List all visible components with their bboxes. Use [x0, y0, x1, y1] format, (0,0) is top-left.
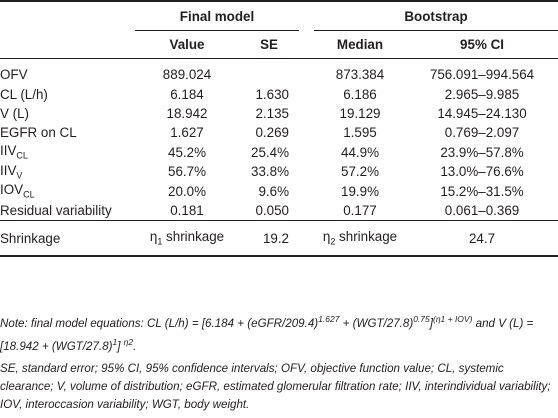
shrinkage-row: Shrinkage η1 shrinkage 19.2 η2 shrinkage…: [0, 220, 558, 258]
row-label: IIVV: [0, 162, 23, 181]
cell-ci: 756.091–994.564: [429, 67, 535, 83]
cell-value: 20.0%: [168, 183, 206, 199]
cell-median: 1.595: [343, 125, 377, 141]
cell-ci: 13.0%–76.6%: [440, 164, 524, 180]
cell-value: 889.024: [162, 67, 212, 83]
header-ci: 95% CI: [406, 30, 558, 59]
header-se: SE: [239, 30, 299, 59]
cell-median: 44.9%: [341, 144, 379, 160]
cell-ci: 0.061–0.369: [444, 202, 520, 218]
cell-median: 6.186: [343, 86, 377, 102]
results-table-container: Final model Bootstrap Value SE Median 95…: [0, 0, 558, 258]
row-label: CL (L/h): [0, 86, 48, 102]
header-final-model: Final model: [135, 0, 299, 31]
cell-median: 19.129: [339, 105, 381, 121]
header-group-row: Final model Bootstrap: [0, 0, 558, 31]
cell-se: 0.050: [255, 202, 289, 218]
table-row: EGFR on CL 1.627 0.269 1.595 0.769–2.097: [0, 123, 558, 142]
table-row: IIVCL 45.2% 25.4% 44.9% 23.9%–57.8%: [0, 143, 558, 162]
header-median: Median: [314, 30, 406, 59]
cell-median: 57.2%: [341, 164, 379, 180]
row-label: EGFR on CL: [0, 125, 77, 141]
header-bootstrap: Bootstrap: [314, 0, 558, 31]
cell-ci: 14.945–24.130: [437, 105, 527, 121]
cell-median: 873.384: [335, 67, 385, 83]
table-row: IOVCL 20.0% 9.6% 19.9% 15.2%–31.5%: [0, 181, 558, 200]
cell-se: 9.6%: [258, 183, 289, 199]
table-row: Residual variability 0.181 0.050 0.177 0…: [0, 201, 558, 221]
row-label: V (L): [0, 105, 30, 121]
eta2-shrinkage-label: η2 shrinkage: [314, 220, 406, 258]
cell-value: 0.181: [170, 202, 204, 218]
cell-ci: 2.965–9.985: [444, 86, 520, 102]
results-table: Final model Bootstrap Value SE Median 95…: [0, 0, 558, 258]
table-row: CL (L/h) 6.184 1.630 6.186 2.965–9.985: [0, 84, 558, 103]
abbreviations-note: SE, standard error; 95% CI, 95% confiden…: [0, 361, 551, 411]
cell-value: 18.942: [166, 105, 208, 121]
table-footnotes: Note: final model equations: CL (L/h) = …: [0, 310, 558, 418]
cell-se: [239, 59, 299, 85]
cell-median: 0.177: [343, 202, 377, 218]
header-column-row: Value SE Median 95% CI: [0, 30, 558, 59]
header-blank: [0, 30, 135, 59]
header-gap-2: [299, 30, 314, 59]
table-row: V (L) 18.942 2.135 19.129 14.945–24.130: [0, 104, 558, 123]
cell-se: 25.4%: [251, 144, 289, 160]
eta1-shrinkage-label: η1 shrinkage: [135, 220, 239, 258]
cell-ci: 23.9%–57.8%: [440, 144, 524, 160]
cell-se: 2.135: [255, 105, 289, 121]
cell-value: 45.2%: [168, 144, 206, 160]
eta1-shrinkage-value: 19.2: [239, 220, 299, 258]
model-equation-note: Note: final model equations: CL (L/h) = …: [0, 314, 534, 353]
row-label: IOVCL: [0, 182, 35, 200]
table-row: IIVV 56.7% 33.8% 57.2% 13.0%–76.6%: [0, 162, 558, 181]
cell-se: 1.630: [255, 86, 289, 102]
cell-ci: 15.2%–31.5%: [440, 183, 524, 199]
header-gap: [299, 0, 314, 31]
cell-value: 56.7%: [168, 164, 206, 180]
shrinkage-label: Shrinkage: [0, 220, 135, 258]
cell-value: 6.184: [170, 86, 204, 102]
cell-ci: 0.769–2.097: [444, 125, 520, 141]
table-row: OFV 889.024 873.384 756.091–994.564: [0, 59, 558, 85]
row-label: OFV: [0, 67, 28, 83]
eta2-shrinkage-value: 24.7: [406, 220, 558, 258]
cell-value: 1.627: [170, 125, 204, 141]
row-label: IIVCL: [0, 143, 28, 162]
cell-se: 33.8%: [251, 164, 289, 180]
header-value: Value: [135, 30, 239, 59]
row-label: Residual variability: [0, 202, 112, 218]
cell-median: 19.9%: [341, 183, 379, 199]
header-corner: [0, 0, 135, 31]
cell-se: 0.269: [255, 125, 289, 141]
